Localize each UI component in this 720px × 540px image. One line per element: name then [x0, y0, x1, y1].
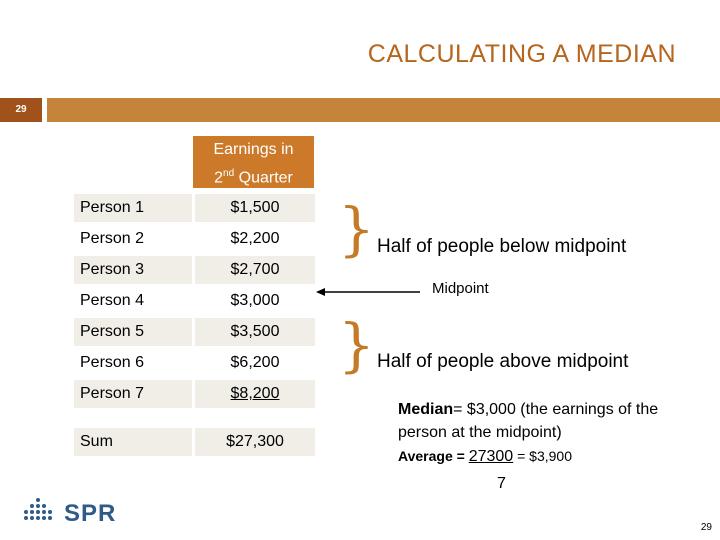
median-label: Median: [398, 401, 454, 418]
table-row-value: $3,500: [195, 318, 315, 346]
sum-label: Sum: [74, 428, 192, 456]
slide-number-badge: 29: [0, 98, 42, 122]
midpoint-arrow-icon: [316, 288, 420, 296]
header-line-2-pre: 2: [214, 169, 224, 187]
page-number: 29: [700, 522, 712, 533]
average-formula: Average = 27300 = $3,900: [398, 448, 572, 466]
table-row-value: $2,700: [195, 256, 315, 284]
average-numerator: 27300: [468, 448, 514, 465]
average-label: Average =: [398, 448, 469, 464]
table-row-label: Person 2: [80, 230, 145, 247]
table-row-value: $2,200: [230, 230, 280, 247]
above-midpoint-note: Half of people above midpoint: [377, 351, 629, 372]
header-line-2-post: Quarter: [234, 169, 293, 187]
average-result: = $3,900: [513, 448, 572, 464]
table-row-label: Person 7: [74, 380, 192, 408]
below-midpoint-note: Half of people below midpoint: [377, 236, 627, 257]
table-row-value: $6,200: [230, 354, 280, 371]
sum-value: $27,300: [195, 428, 315, 456]
median-explanation: Median= $3,000 (the earnings of the pers…: [398, 398, 698, 444]
table-row-value: $3,000: [230, 292, 280, 309]
table-header: Earnings in 2nd Quarter: [193, 136, 314, 188]
table-row-value: $8,200: [195, 380, 315, 408]
brace-icon: }: [338, 195, 375, 263]
midpoint-note: Midpoint: [432, 280, 489, 297]
title-bar: [47, 98, 720, 122]
brace-icon: }: [338, 311, 375, 379]
table-row-label: Person 6: [80, 354, 145, 371]
slide-title: CALCULATING A MEDIAN: [367, 40, 676, 68]
header-line-1: Earnings in: [213, 141, 294, 158]
average-denominator: 7: [497, 475, 506, 492]
table-row-label: Person 1: [74, 194, 192, 222]
table-row-label: Person 5: [74, 318, 192, 346]
logo-text: SPR: [64, 500, 117, 527]
table-row-label: Person 4: [80, 292, 145, 309]
header-line-2-sup: nd: [223, 168, 235, 179]
table-row-value: $1,500: [195, 194, 315, 222]
median-text: = $3,000 (the earnings of the person at …: [398, 401, 659, 441]
table-row-label: Person 3: [74, 256, 192, 284]
spr-logo-icon: [24, 498, 52, 520]
